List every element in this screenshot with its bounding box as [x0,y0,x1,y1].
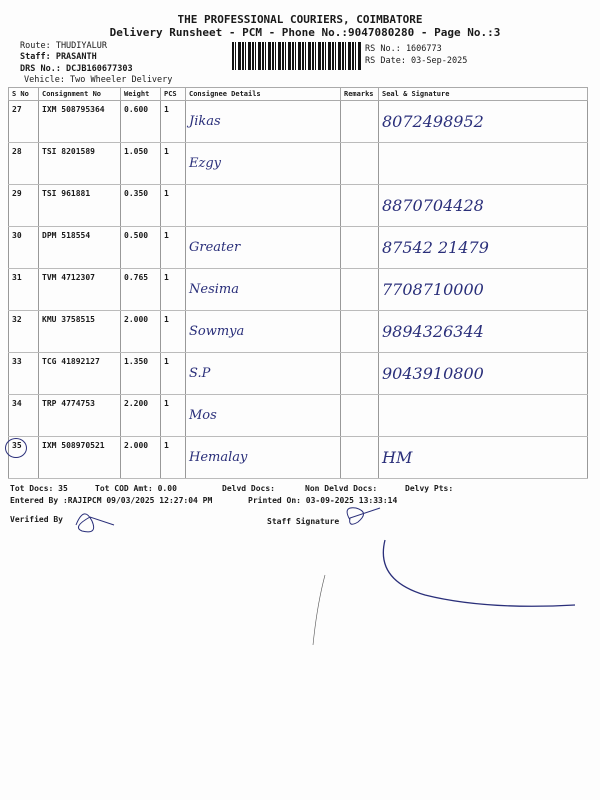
seal-signature: 8870704428 [378,184,588,227]
remarks [340,268,379,311]
consignment-no: KMU 3758515 [38,310,121,353]
consignment-no: TCG 41892127 [38,352,121,395]
seal-signature [378,142,588,185]
staff-signature [346,507,381,525]
consignment-no: TRP 4774753 [38,394,121,437]
barcode [232,42,362,70]
circled-mark [5,438,27,458]
consignment-no: TVM 4712307 [38,268,121,311]
seal-signature: 8072498952 [378,100,588,143]
tot-docs: Tot Docs: 35 [10,484,68,493]
seal-signature: 9894326344 [378,310,588,353]
consignee-details: Jikas [185,100,341,143]
table-row: 31 TVM 4712307 0.765 1 Nesima 7708710000 [8,268,588,311]
non-delvd-docs: Non Delvd Docs: [305,484,378,493]
weight: 2.000 [120,436,161,479]
table-row: 27 IXM 508795364 0.600 1 Jikas 8072498952 [8,100,588,143]
drs-no: DRS No.: DCJB160677303 [20,64,133,74]
consignee-details: S.P [185,352,341,395]
pcs: 1 [160,142,186,185]
consignment-no: IXM 508970521 [38,436,121,479]
pcs: 1 [160,100,186,143]
staff: Staff: PRASANTH [20,52,97,62]
consignee-details: Sowmya [185,310,341,353]
staff-signature-label: Staff Signature [267,517,340,526]
verified-by-label: Verified By [10,515,63,524]
weight: 0.600 [120,100,161,143]
s-no: 34 [8,394,39,437]
pcs: 1 [160,394,186,437]
weight: 0.765 [120,268,161,311]
remarks [340,100,379,143]
table-row: 32 KMU 3758515 2.000 1 Sowmya 9894326344 [8,310,588,353]
seal-signature: 9043910800 [378,352,588,395]
s-no: 32 [8,310,39,353]
weight: 1.350 [120,352,161,395]
table-row: 34 TRP 4774753 2.200 1 Mos [8,394,588,437]
consignment-no: TSI 961881 [38,184,121,227]
pcs: 1 [160,436,186,479]
consignee-details: Mos [185,394,341,437]
table-row: 28 TSI 8201589 1.050 1 Ezgy [8,142,588,185]
seal-signature: 7708710000 [378,268,588,311]
vehicle: Vehicle: Two Wheeler Delivery [24,75,173,85]
seal-signature [378,394,588,437]
delvd-docs: Delvd Docs: [222,484,275,493]
printed-on: Printed On: 03-09-2025 13:33:14 [248,496,398,505]
verifier-signature [75,513,115,533]
weight: 2.200 [120,394,161,437]
route: Route: THUDIYALUR [20,41,107,51]
s-no: 28 [8,142,39,185]
pcs: 1 [160,268,186,311]
company-name: THE PROFESSIONAL COURIERS, COIMBATORE [177,13,423,26]
table-row: 35 IXM 508970521 2.000 1 Hemalay HM [8,436,588,479]
remarks [340,352,379,395]
rs-no: RS No.: 1606773 [365,44,442,54]
table-row: 30 DPM 518554 0.500 1 Greater 87542 21479 [8,226,588,269]
consignment-no: IXM 508795364 [38,100,121,143]
entered-by: Entered By :RAJIPCM 09/03/2025 12:27:04 … [10,496,213,505]
runsheet-table: S No Consignment No Weight PCS Consignee Det… [8,87,588,479]
pen-stroke [312,574,326,646]
seal-signature: HM [378,436,588,479]
weight: 0.350 [120,184,161,227]
consignee-details: Hemalay [185,436,341,479]
delvy-pts: Delvy Pts: [405,484,454,493]
consignee-details: Ezgy [185,142,341,185]
runsheet-title: Delivery Runsheet - PCM - Phone No.:9047… [109,26,501,39]
rs-date: RS Date: 03-Sep-2025 [365,56,468,66]
s-no: 33 [8,352,39,395]
pen-stroke [382,539,576,607]
tot-cod: Tot COD Amt: 0.00 [95,484,177,493]
